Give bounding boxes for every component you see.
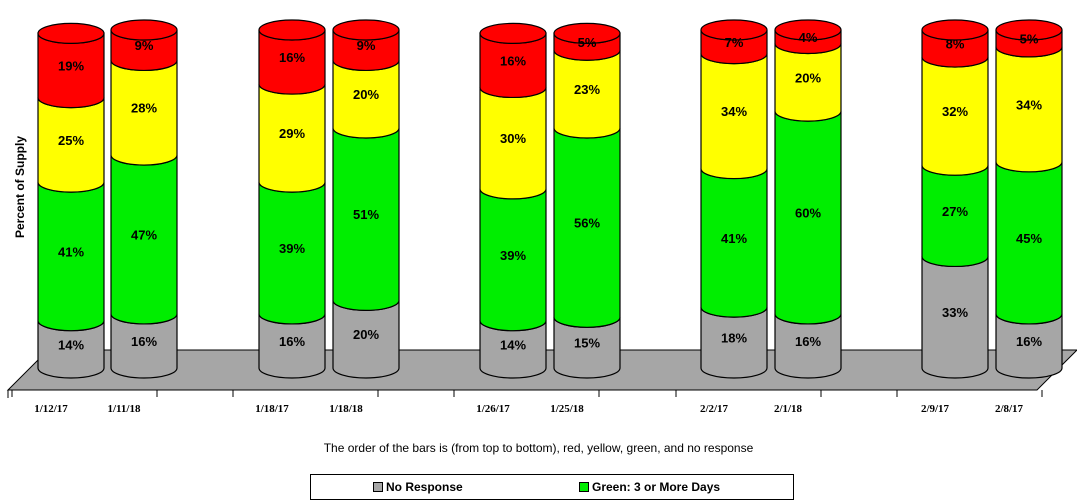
- data-label: 56%: [574, 216, 600, 231]
- data-label: 19%: [58, 58, 84, 73]
- x-tick-label: 1/11/18: [107, 403, 141, 415]
- data-label: 28%: [131, 101, 157, 116]
- y-axis-label: Percent of Supply: [13, 135, 27, 239]
- bar-top-cap: [110, 19, 178, 41]
- x-tick-label: 1/18/17: [255, 403, 289, 415]
- data-label: 30%: [500, 131, 526, 146]
- data-label: 34%: [721, 104, 747, 119]
- data-label: 23%: [574, 82, 600, 97]
- legend-label-no-response: No Response: [386, 480, 463, 494]
- x-tick-label: 1/25/18: [550, 403, 584, 415]
- data-label: 15%: [574, 336, 600, 351]
- data-label: 16%: [279, 334, 305, 349]
- data-label: 39%: [500, 248, 526, 263]
- data-label: 16%: [131, 334, 157, 349]
- data-label: 5%: [578, 35, 597, 50]
- data-label: 7%: [725, 35, 744, 50]
- legend-item-no-response: No Response: [373, 480, 463, 494]
- x-tick-label: 1/26/17: [476, 403, 510, 415]
- data-label: 27%: [942, 204, 968, 219]
- x-tick-label: 2/1/18: [774, 403, 803, 415]
- data-label: 4%: [799, 30, 818, 45]
- data-label: 14%: [500, 337, 526, 352]
- data-label: 51%: [353, 207, 379, 222]
- data-label: 5%: [1020, 31, 1039, 46]
- data-label: 9%: [357, 38, 376, 53]
- data-label: 41%: [721, 231, 747, 246]
- data-label: 16%: [279, 50, 305, 65]
- x-tick-label: 2/8/17: [995, 403, 1024, 415]
- bar-top-cap: [37, 22, 105, 44]
- data-label: 45%: [1016, 231, 1042, 246]
- bar-top-cap: [700, 19, 768, 41]
- data-label: 20%: [353, 87, 379, 102]
- data-label: 60%: [795, 206, 821, 221]
- bar-order-note: The order of the bars is (from top to bo…: [323, 441, 754, 455]
- legend-item-green: Green: 3 or More Days: [579, 480, 720, 494]
- data-label: 18%: [721, 331, 747, 346]
- bar-top-cap: [332, 19, 400, 41]
- data-label: 14%: [58, 337, 84, 352]
- data-label: 9%: [135, 38, 154, 53]
- bar-top-cap: [258, 19, 326, 41]
- data-label: 39%: [279, 241, 305, 256]
- data-label: 16%: [500, 53, 526, 68]
- data-label: 47%: [131, 227, 157, 242]
- bar-top-cap: [774, 19, 842, 41]
- data-label: 16%: [795, 334, 821, 349]
- bar-top-cap: [479, 22, 547, 44]
- x-tick-label: 1/12/17: [34, 403, 68, 415]
- legend: No Response Green: 3 or More Days: [310, 474, 794, 500]
- bar-top-cap: [921, 19, 989, 41]
- data-label: 20%: [353, 327, 379, 342]
- data-label: 41%: [58, 244, 84, 259]
- bar-top-cap: [553, 22, 621, 44]
- x-tick-label: 2/9/17: [921, 403, 950, 415]
- data-label: 16%: [1016, 334, 1042, 349]
- data-label: 29%: [279, 126, 305, 141]
- data-label: 32%: [942, 104, 968, 119]
- x-tick-label: 2/2/17: [700, 403, 729, 415]
- data-label: 33%: [942, 305, 968, 320]
- data-label: 34%: [1016, 97, 1042, 112]
- data-label: 25%: [58, 133, 84, 148]
- data-label: 8%: [946, 37, 965, 52]
- legend-label-green: Green: 3 or More Days: [592, 480, 721, 494]
- bar-top-cap: [995, 19, 1063, 41]
- x-tick-label: 1/18/18: [329, 403, 363, 415]
- chart-plot: 14% 41% 25% 19% 1/12/17 16% 47% 28% 9% 1/11/18 16%…: [6, 19, 1077, 415]
- legend-swatch-no-response: [373, 482, 383, 492]
- data-label: 20%: [795, 70, 821, 85]
- legend-swatch-green: [579, 482, 589, 492]
